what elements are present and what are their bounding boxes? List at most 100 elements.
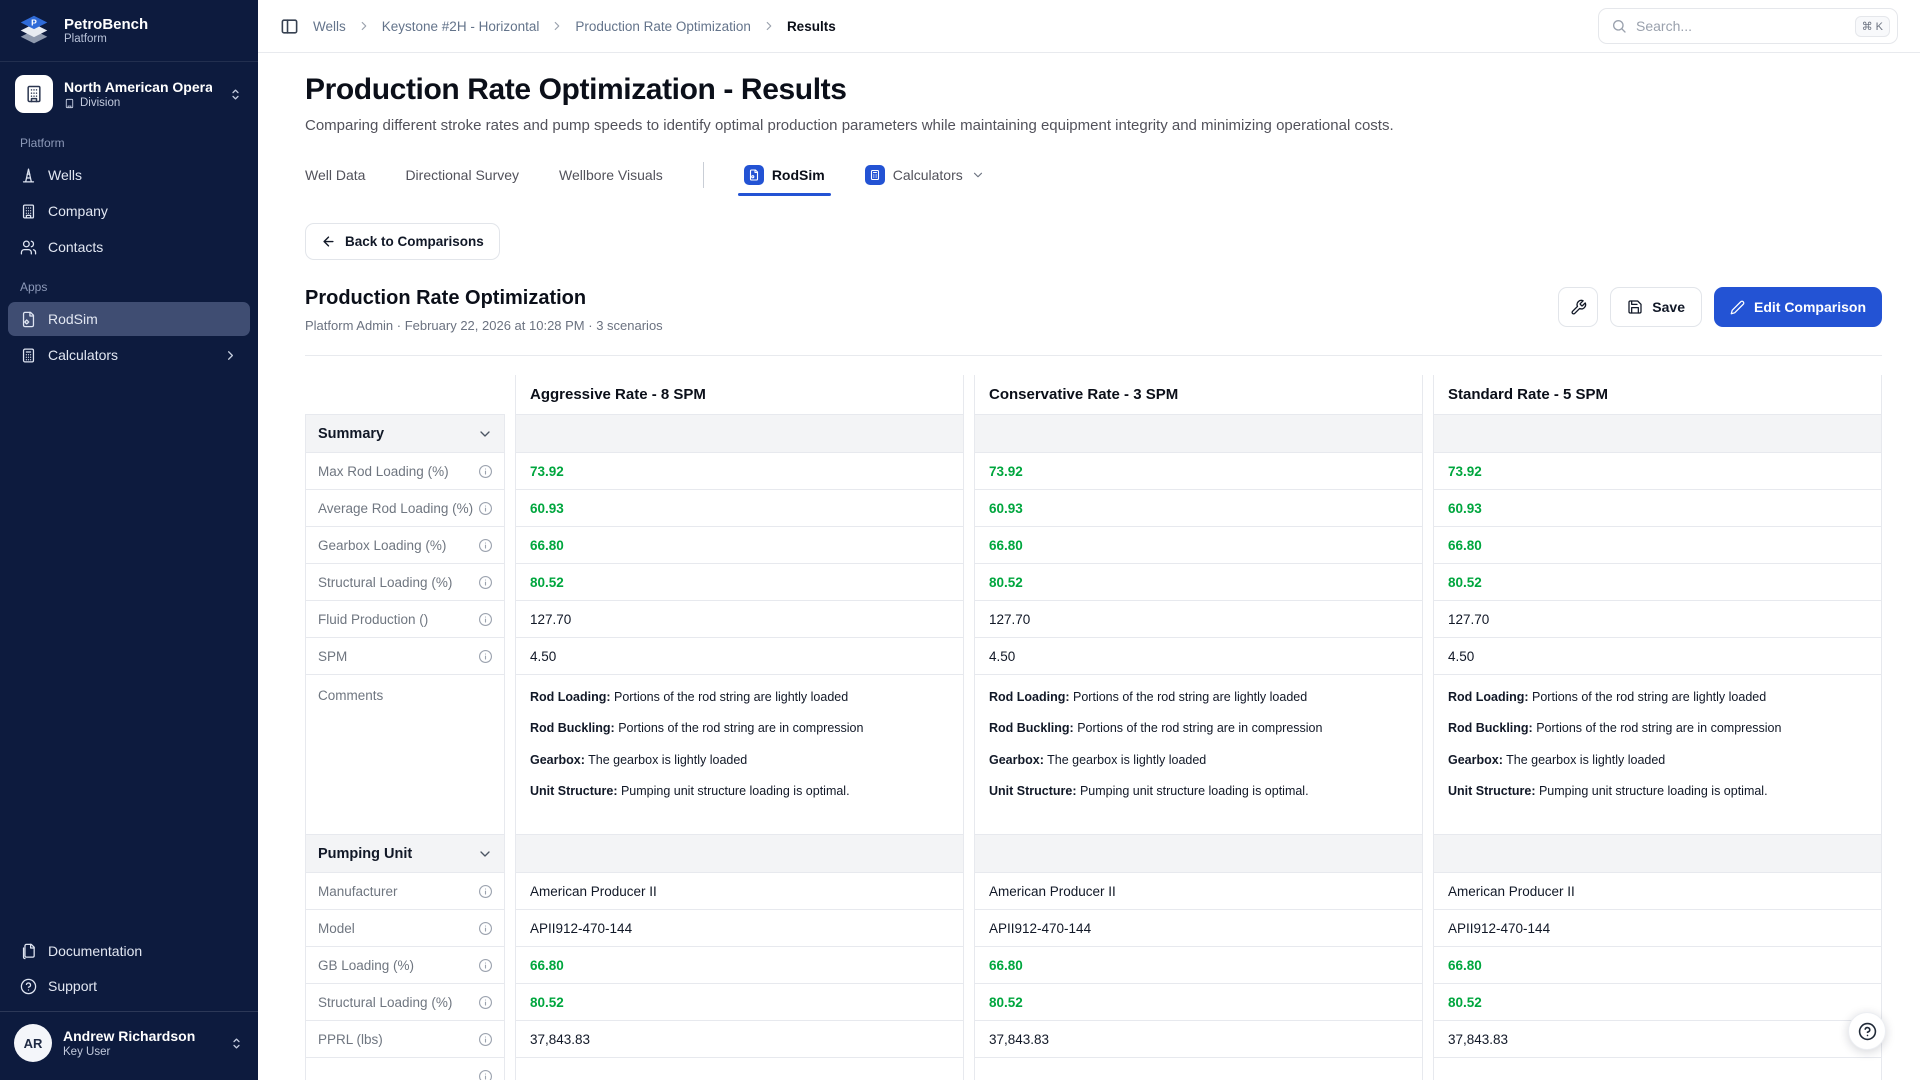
label-column: Summary Max Rod Loading (%) Average Rod Lo… [305,375,505,1080]
pencil-icon [1730,300,1745,315]
info-icon[interactable] [478,884,493,899]
value-cell: 80.52 [974,984,1423,1021]
value-cell: 60.93 [1433,490,1882,527]
info-icon[interactable] [478,612,493,627]
info-icon[interactable] [478,538,493,553]
row-label-cell: PPRL (lbs) [305,1021,505,1058]
sidebar-item-wells[interactable]: Wells [8,158,250,192]
users-icon [20,239,37,256]
avatar: AR [14,1024,52,1062]
comparison-title: Production Rate Optimization [305,287,587,309]
value-cell: 127.70 [515,601,964,638]
chevrons-up-down-icon [229,1036,244,1051]
sidebar-item-documentation[interactable]: Documentation [8,934,250,968]
org-name: North American Opera [64,79,212,95]
calculator-icon [20,347,37,364]
comment-line: Rod Loading: Portions of the rod string … [989,690,1308,704]
table-corner-cell [305,375,505,415]
org-switcher[interactable]: North American Opera Division [0,62,258,121]
comment-line: Gearbox: The gearbox is lightly loaded [1448,752,1666,767]
sidebar-item-contacts[interactable]: Contacts [8,230,250,264]
sidebar-item-rodsim[interactable]: RodSim [8,302,250,336]
edit-comparison-button[interactable]: Edit Comparison [1713,287,1882,327]
info-icon[interactable] [478,921,493,936]
info-icon[interactable] [478,464,493,479]
sidebar: P PetroBench Platform North American Ope… [0,0,258,1080]
scenario-header: Conservative Rate - 3 SPM [974,375,1423,415]
user-menu[interactable]: AR Andrew Richardson Key User [0,1011,258,1074]
section-row-cell [1433,835,1882,873]
tab-wellbore-visuals[interactable]: Wellbore Visuals [559,167,663,183]
value-cell: 80.52 [515,564,964,601]
info-icon[interactable] [478,575,493,590]
tab-directional-survey[interactable]: Directional Survey [405,167,520,183]
chevron-down-icon[interactable] [477,846,493,862]
value-cell: 66.80 [515,527,964,564]
info-icon[interactable] [478,995,493,1010]
section-row-cell [515,415,964,453]
breadcrumb-comparison[interactable]: Production Rate Optimization [575,18,751,34]
comment-line: Rod Buckling: Portions of the rod string… [530,721,864,736]
value-cell: 60.93 [515,490,964,527]
tab-divider [702,162,704,188]
section-row-cell [515,835,964,873]
search-input[interactable] [1636,18,1846,34]
org-building-icon [15,75,53,113]
search-box: ⌘ K [1598,8,1898,44]
breadcrumb-well[interactable]: Keystone #2H - Horizontal [381,18,540,34]
comments-cell: Rod Loading: Portions of the rod string … [1433,675,1882,835]
petrobench-logo-icon: P [15,12,53,50]
org-type: Division [64,97,212,109]
value-cell: 66.80 [1433,527,1882,564]
value-cell: American Producer II [515,873,964,910]
tab-rodsim[interactable]: RodSim [737,154,831,196]
sidebar-item-company[interactable]: Company [8,194,250,228]
value-cell: 4.50 [515,638,964,675]
info-icon[interactable] [478,1069,493,1080]
calculator-icon [864,165,885,185]
chevrons-up-down-icon [228,87,243,102]
value-cell: 66.80 [974,947,1423,984]
breadcrumb-wells[interactable]: Wells [313,18,346,34]
info-icon[interactable] [478,501,493,516]
info-icon[interactable] [478,649,493,664]
comparison-table-wrap: Summary Max Rod Loading (%) Average Rod Lo… [305,355,1882,1080]
row-label-cell: SPM [305,638,505,675]
sidebar-item-support[interactable]: Support [8,969,250,1003]
value-cell: 4.50 [974,638,1423,675]
documentation-icon [20,943,37,960]
sidebar-toggle-icon[interactable] [280,17,299,36]
value-cell: 37,843.83 [974,1021,1423,1058]
tools-button[interactable] [1558,287,1599,327]
info-icon[interactable] [478,1032,493,1047]
sidebar-item-calculators[interactable]: Calculators [8,338,250,372]
brand-subtitle: Platform [64,33,107,46]
row-label-cell: Structural Loading (%) [305,564,505,601]
value-cell: 4.50 [1433,638,1882,675]
scenario-column: Standard Rate - 5 SPM 73.92 60.93 66.80 80.5… [1433,375,1882,1080]
row-label-cell: Fluid Production () [305,601,505,638]
tab-calculators[interactable]: Calculators [864,154,985,196]
chevron-down-icon[interactable] [477,426,493,442]
value-cell: 37,843.83 [515,1021,964,1058]
scenario-column: Conservative Rate - 3 SPM 73.92 60.93 66.80… [974,375,1423,1080]
comparison-meta: Platform Admin · February 22, 2026 at 10… [305,318,663,333]
comment-line: Unit Structure: Pumping unit structure l… [989,783,1309,798]
tab-bar: Well Data Directional Survey Wellbore Vi… [305,154,1882,196]
comment-line: Gearbox: The gearbox is lightly loaded [530,752,748,767]
info-icon[interactable] [478,958,493,973]
help-button[interactable] [1848,1012,1886,1050]
comments-cell: Rod Loading: Portions of the rod string … [515,675,964,835]
tab-well-data[interactable]: Well Data [305,167,366,183]
value-cell: 80.52 [974,564,1423,601]
main-area: Wells Keystone #2H - Horizontal Producti… [258,0,1920,1080]
back-to-comparisons-button[interactable]: Back to Comparisons [305,223,500,260]
value-cell: 127.70 [974,601,1423,638]
page-content: Production Rate Optimization - Results C… [258,53,1920,1080]
save-button[interactable]: Save [1610,287,1702,327]
svg-text:P: P [31,17,37,27]
building-icon [20,203,37,220]
breadcrumb: Wells Keystone #2H - Horizontal Producti… [313,19,836,34]
user-role: Key User [63,1046,111,1058]
